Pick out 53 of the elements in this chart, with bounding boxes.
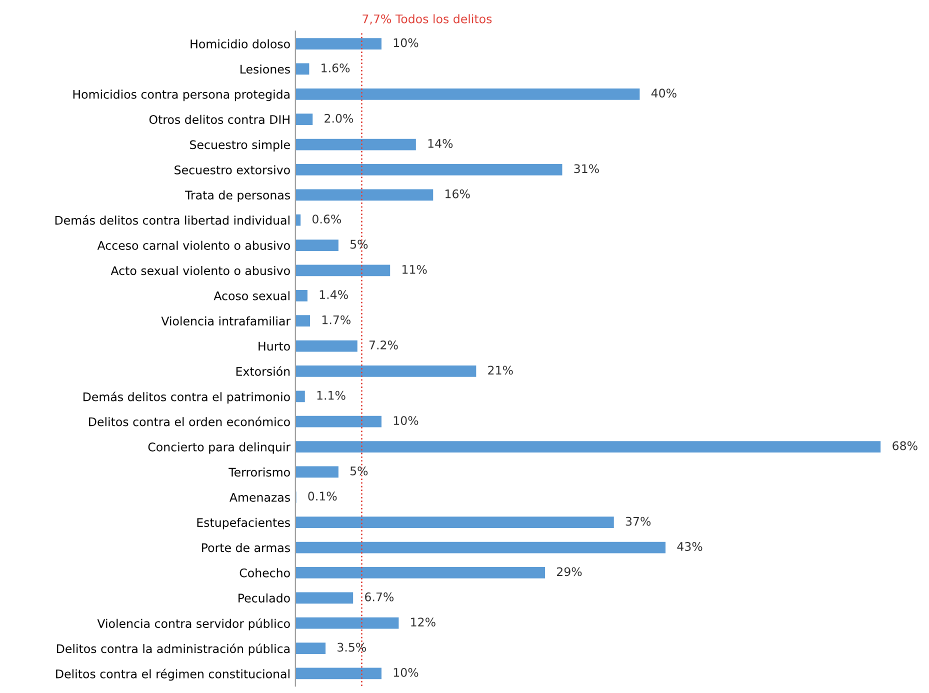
y-tick-label: Acceso carnal violento o abusivo xyxy=(97,240,290,250)
y-tick-label: Demás delitos contra libertad individual xyxy=(55,215,290,225)
y-tick-label: Otros delitos contra DIH xyxy=(149,114,290,124)
y-tick-label: Homicidio doloso xyxy=(190,39,290,48)
data-label: 14% xyxy=(428,139,453,148)
data-label: 1.7% xyxy=(322,315,351,324)
data-label: 12% xyxy=(411,618,436,627)
data-label: 40% xyxy=(651,88,676,98)
data-label: 5% xyxy=(350,240,368,249)
y-tick-label: Delitos contra la administración pública xyxy=(57,644,290,656)
data-label: 21% xyxy=(488,366,513,375)
data-label: 11% xyxy=(402,264,427,274)
data-label: 16% xyxy=(446,189,470,198)
data-label: 43% xyxy=(677,542,702,551)
y-tick-label: Porte de armas xyxy=(202,543,290,552)
data-label: 29% xyxy=(557,567,582,576)
data-label: 0.1% xyxy=(308,492,337,501)
data-label: 7.2% xyxy=(369,340,398,350)
data-label: 1.6% xyxy=(322,63,350,72)
y-tick-label: Violencia intrafamiliar xyxy=(161,316,291,326)
data-label: 37% xyxy=(626,516,651,526)
data-label: 3.5% xyxy=(338,642,366,652)
y-tick-label: Hurto xyxy=(258,342,290,351)
data-label: 1.1% xyxy=(317,390,346,400)
y-tick-label: Acto sexual violento o abusivo xyxy=(110,266,290,276)
ref-line-label: 7,7% Todos los delitos xyxy=(362,14,492,25)
data-label: 6.7% xyxy=(365,592,394,602)
y-tick-label: Amenazas xyxy=(230,493,290,502)
data-label: 31% xyxy=(574,164,599,174)
data-label: 0.6% xyxy=(312,214,342,224)
y-tick-label: Extorsión xyxy=(236,366,290,376)
data-label: 68% xyxy=(892,441,918,450)
data-label: 10% xyxy=(394,668,418,677)
data-label: 1.4% xyxy=(320,290,348,300)
y-tick-label: Delitos contra el orden económico xyxy=(89,416,290,426)
y-tick-label: Secuestro simple xyxy=(190,140,290,152)
y-tick-label: Homicidios contra persona protegida xyxy=(73,90,290,102)
y-tick-label: Peculado xyxy=(238,593,290,603)
y-tick-label: Lesiones xyxy=(240,64,290,74)
y-tick-label: Trata de personas xyxy=(184,190,290,202)
y-tick-label: Cohecho xyxy=(240,568,290,578)
data-label: 2.0% xyxy=(324,114,354,123)
data-label: 10% xyxy=(394,416,418,426)
y-tick-label: Acoso sexual xyxy=(214,291,290,300)
y-tick-label: Concierto para delinquir xyxy=(148,442,291,454)
y-tick-label: Delitos contra el régimen constitucional xyxy=(56,668,290,681)
data-label: 10% xyxy=(394,38,418,48)
y-tick-label: Terrorismo xyxy=(228,467,290,477)
y-tick-label: Demás delitos contra el patrimonio xyxy=(84,392,290,404)
data-label: 5% xyxy=(350,466,368,476)
y-tick-label: Estupefacientes xyxy=(197,518,290,530)
y-tick-label: Violencia contra servidor público xyxy=(97,618,290,630)
y-tick-label: Secuestro extorsivo xyxy=(174,165,290,174)
